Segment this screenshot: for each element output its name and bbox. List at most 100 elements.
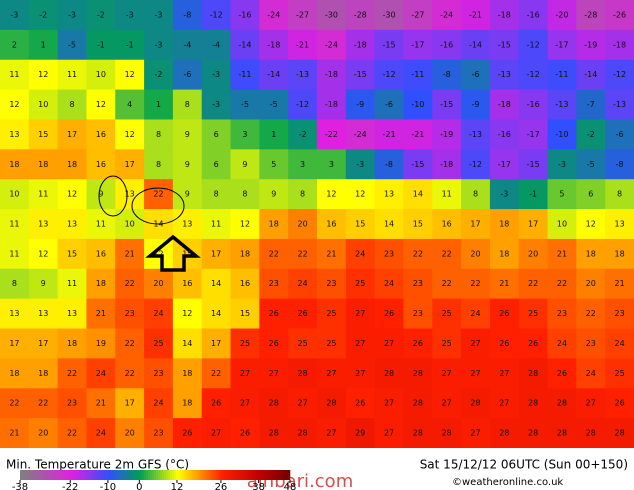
temp-cell <box>230 238 260 270</box>
temp-cell <box>317 388 347 419</box>
temp-value: 17 <box>9 339 19 348</box>
temp-cell <box>0 268 30 300</box>
colorbar-swatch <box>270 470 273 480</box>
temp-value: 15 <box>413 220 423 229</box>
colorbar-swatch <box>76 470 79 480</box>
temp-cell <box>605 268 634 300</box>
temp-value: 16 <box>96 249 106 258</box>
colorbar-swatch <box>236 470 239 480</box>
temp-value: 18 <box>38 160 48 169</box>
temp-cell <box>317 418 347 449</box>
temp-cell <box>317 149 347 180</box>
colorbar-swatch <box>238 470 241 480</box>
temp-cell <box>605 298 634 330</box>
temp-cell <box>115 358 145 389</box>
temp-cell <box>518 149 549 180</box>
temp-value: 11 <box>67 70 77 79</box>
temp-value: 12 <box>326 190 336 199</box>
colorbar-swatch <box>218 470 221 480</box>
temp-value: -24 <box>354 130 367 139</box>
temp-value: 27 <box>470 369 480 378</box>
temp-cell <box>432 0 462 31</box>
temp-value: 27 <box>355 339 365 348</box>
temp-cell <box>547 89 577 120</box>
temp-value: 26 <box>499 339 509 348</box>
temp-value: 22 <box>269 249 279 258</box>
colorbar-swatch <box>78 470 81 480</box>
temp-value: 8 <box>12 279 17 288</box>
temp-cell <box>461 179 491 210</box>
temp-cell <box>547 149 577 180</box>
temp-value: 27 <box>384 339 394 348</box>
colorbar-swatch <box>28 470 31 480</box>
temp-cell <box>547 119 577 150</box>
temp-cell <box>115 268 145 300</box>
colorbar-swatch <box>262 470 265 480</box>
temp-value: 19 <box>96 339 106 348</box>
temp-value: 9 <box>271 190 276 199</box>
temp-value: 1 <box>271 130 276 139</box>
colorbar-swatch <box>226 470 229 480</box>
temp-cell <box>259 418 289 449</box>
temp-cell <box>317 89 347 120</box>
temp-value: -8 <box>443 70 451 79</box>
temp-cell <box>86 298 116 330</box>
temp-value: 13 <box>38 309 48 318</box>
temp-value: 9 <box>185 130 190 139</box>
temp-value: 21 <box>326 249 336 258</box>
temp-cell <box>288 119 318 150</box>
temp-value: -9 <box>472 100 480 109</box>
temp-value: -2 <box>97 10 105 19</box>
temp-cell <box>144 298 174 330</box>
temp-cell <box>489 59 520 91</box>
temp-value: 22 <box>586 309 596 318</box>
temp-cell <box>28 268 59 300</box>
temp-value: -2 <box>587 130 595 139</box>
temp-cell <box>489 388 520 419</box>
temp-cell <box>576 268 606 300</box>
temp-cell <box>317 29 347 61</box>
temp-cell <box>374 209 404 240</box>
temp-value: 24 <box>586 369 596 378</box>
temp-cell <box>403 0 433 31</box>
temp-value: 18 <box>38 369 48 378</box>
temp-cell <box>172 59 203 91</box>
temp-cell <box>489 358 520 389</box>
temp-value: -16 <box>527 10 540 19</box>
temp-value: 8 <box>185 100 190 109</box>
temp-value: -30 <box>383 10 396 19</box>
colorbar-swatch <box>122 470 125 480</box>
temp-cell <box>374 0 404 31</box>
colorbar-swatch <box>248 470 251 480</box>
temp-cell <box>317 209 347 240</box>
temp-value: 22 <box>470 279 480 288</box>
temp-value: 25 <box>528 309 538 318</box>
temp-value: 22 <box>125 339 135 348</box>
temp-value: -3 <box>212 100 220 109</box>
temp-cell <box>115 388 145 419</box>
colorbar-swatch <box>268 470 271 480</box>
temp-cell <box>230 29 260 61</box>
temp-value: 26 <box>269 339 279 348</box>
temp-cell <box>461 418 491 449</box>
temp-cell <box>144 59 174 91</box>
temp-cell <box>230 89 260 120</box>
temp-cell <box>230 119 260 150</box>
temp-cell <box>605 89 634 120</box>
colorbar-swatch <box>90 470 93 480</box>
temp-cell <box>317 298 347 330</box>
temp-value: 12 <box>182 309 192 318</box>
temp-cell <box>576 119 606 150</box>
temp-cell <box>86 89 116 120</box>
colorbar-swatch <box>232 470 235 480</box>
temp-value: 24 <box>153 309 163 318</box>
temp-value: -5 <box>68 40 76 49</box>
temp-value: 18 <box>67 160 77 169</box>
temp-cell <box>518 268 549 300</box>
temp-value: 23 <box>614 309 624 318</box>
temp-cell <box>345 268 376 300</box>
temp-value: 22 <box>557 279 567 288</box>
temp-value: 18 <box>499 249 509 258</box>
temp-value: -8 <box>183 10 191 19</box>
temp-cell <box>172 388 203 419</box>
